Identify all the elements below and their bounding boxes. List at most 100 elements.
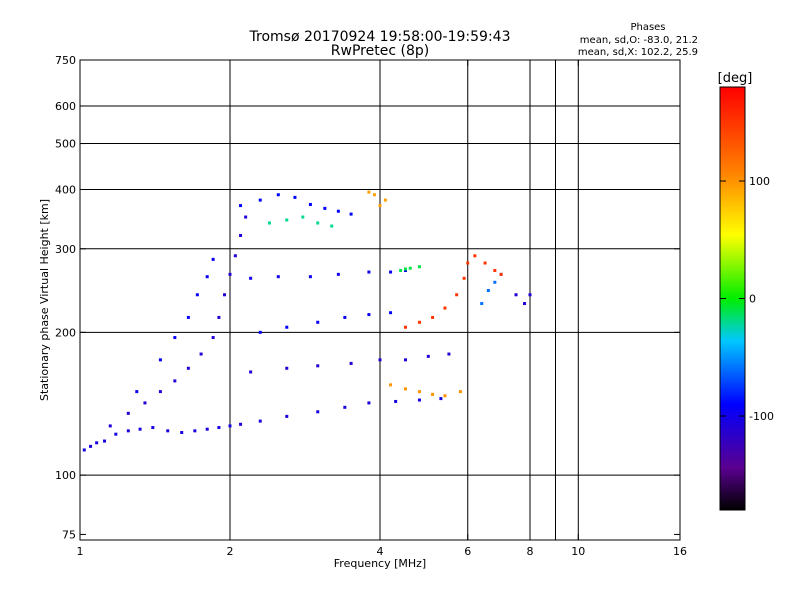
- data-point: [466, 261, 470, 265]
- data-point: [103, 439, 107, 443]
- colorbar: [deg] 100 0 -100: [718, 71, 774, 511]
- data-point: [431, 315, 435, 319]
- data-point: [186, 315, 190, 319]
- data-point: [523, 302, 527, 306]
- data-point: [217, 426, 221, 430]
- data-point: [349, 361, 353, 365]
- data-point: [493, 280, 497, 284]
- data-point: [316, 410, 320, 414]
- data-point: [403, 387, 407, 391]
- data-point: [417, 320, 421, 324]
- data-point: [383, 198, 387, 202]
- data-point: [399, 269, 403, 273]
- data-point: [217, 315, 221, 319]
- data-point: [82, 448, 86, 452]
- data-point: [158, 358, 162, 362]
- y-tick-label: 200: [55, 326, 76, 339]
- data-point: [316, 221, 320, 225]
- data-point: [233, 254, 237, 258]
- data-point: [408, 266, 412, 270]
- data-point: [258, 330, 262, 334]
- data-point: [378, 204, 382, 208]
- data-point: [151, 426, 155, 430]
- data-point: [323, 206, 327, 210]
- data-point: [211, 257, 215, 261]
- data-point: [158, 390, 162, 394]
- data-point: [239, 233, 243, 237]
- data-point: [528, 293, 532, 297]
- data-point: [373, 193, 377, 197]
- data-point: [114, 432, 118, 436]
- data-point: [378, 358, 382, 362]
- colorbar-ticks: 100 0 -100: [720, 175, 774, 423]
- data-point: [195, 293, 199, 297]
- data-point: [389, 270, 393, 274]
- data-point: [514, 293, 518, 297]
- data-point: [135, 390, 139, 394]
- data-point: [403, 358, 407, 362]
- data-point: [95, 441, 99, 445]
- data-point: [205, 275, 209, 279]
- data-point: [223, 293, 227, 297]
- y-tick-label: 500: [55, 138, 76, 151]
- data-point: [267, 221, 271, 225]
- chart-title-line1: Tromsø 20170924 19:58:00-19:59:43: [249, 29, 511, 45]
- data-point: [499, 272, 503, 276]
- data-point: [293, 195, 297, 199]
- data-point: [308, 275, 312, 279]
- data-point: [493, 269, 497, 273]
- data-point: [443, 306, 447, 310]
- data-point: [89, 444, 93, 448]
- data-point: [228, 272, 232, 276]
- data-point: [180, 431, 184, 435]
- data-point: [330, 224, 334, 228]
- y-tick-label: 75: [62, 528, 76, 541]
- data-point: [258, 198, 262, 202]
- data-point: [126, 429, 130, 433]
- data-point: [308, 202, 312, 206]
- data-point: [258, 419, 262, 423]
- data-point: [455, 293, 459, 297]
- x-tick-label: 4: [377, 545, 384, 558]
- plot-area: 1 2 4 6 8 10 16 75 100 200 300 400 500 600 750: [55, 54, 687, 558]
- y-tick-label: 300: [55, 243, 76, 256]
- colorbar-tick-label: 0: [749, 293, 756, 306]
- y-tick-label: 750: [55, 54, 76, 67]
- axis-ticks: 1 2 4 6 8 10 16 75 100 200 300 400 500 600 750: [55, 54, 687, 558]
- colorbar-tick-label: -100: [749, 410, 774, 423]
- data-point: [126, 411, 130, 415]
- data-point: [367, 190, 371, 194]
- data-point: [186, 366, 190, 370]
- data-point: [138, 427, 142, 431]
- data-point: [285, 218, 289, 222]
- data-point: [431, 392, 435, 396]
- data-point: [458, 390, 462, 394]
- data-point: [417, 265, 421, 269]
- data-point: [473, 254, 477, 258]
- data-points: [82, 190, 532, 452]
- data-point: [249, 370, 253, 374]
- data-point: [394, 399, 398, 403]
- data-point: [480, 302, 484, 306]
- data-point: [285, 414, 289, 418]
- data-point: [389, 311, 393, 315]
- data-point: [349, 212, 353, 216]
- y-axis-label: Stationary phase Virtual Height [km]: [38, 199, 51, 401]
- data-point: [367, 270, 371, 274]
- x-tick-label: 10: [571, 545, 585, 558]
- data-point: [447, 352, 451, 356]
- data-point: [211, 336, 215, 340]
- data-point: [205, 427, 209, 431]
- x-tick-label: 6: [464, 545, 471, 558]
- data-point: [276, 275, 280, 279]
- x-tick-label: 1: [77, 545, 84, 558]
- data-point: [239, 422, 243, 426]
- data-point: [483, 261, 487, 265]
- x-tick-label: 2: [227, 545, 234, 558]
- data-point: [199, 352, 203, 356]
- data-point: [367, 401, 371, 405]
- data-point: [228, 424, 232, 428]
- data-point: [143, 401, 147, 405]
- data-point: [389, 383, 393, 387]
